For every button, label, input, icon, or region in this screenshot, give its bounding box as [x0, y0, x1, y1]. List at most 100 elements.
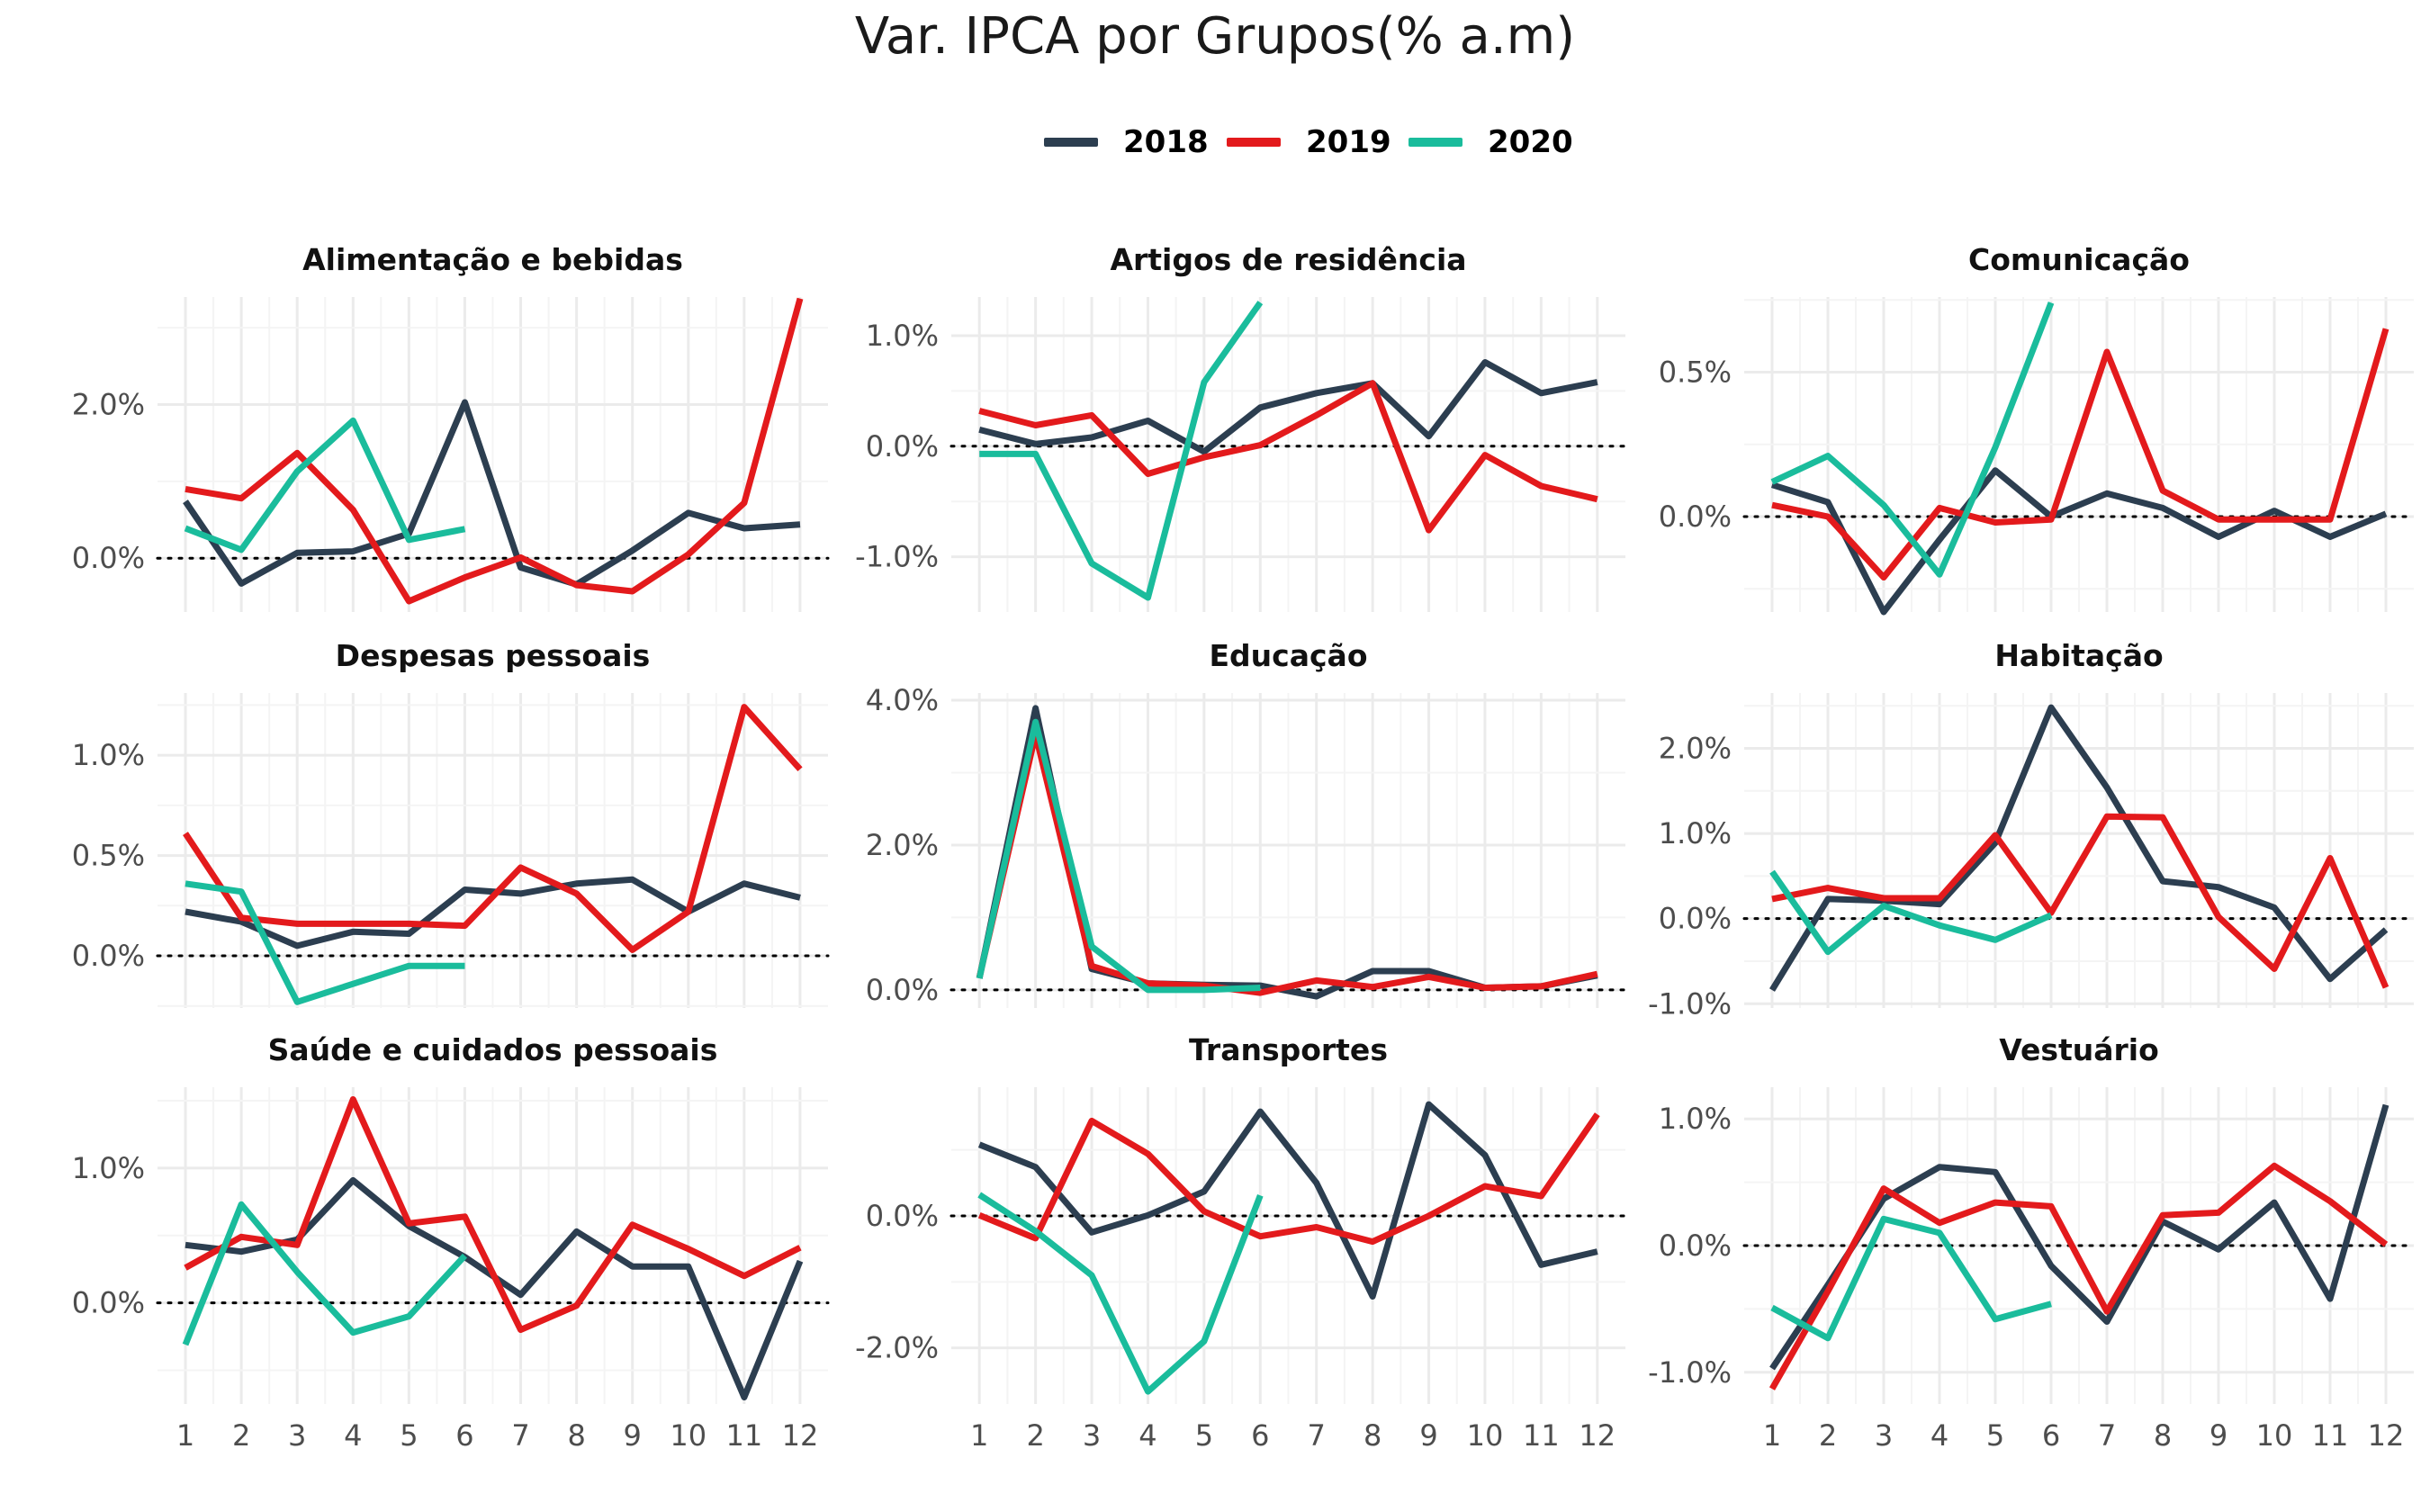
series-line-2019: [976, 731, 1598, 996]
legend-label: 2020: [1488, 124, 1573, 160]
x-tick-label: 4: [344, 1418, 362, 1453]
x-tick-label: 1: [176, 1418, 194, 1453]
x-tick-label: 2: [232, 1418, 250, 1453]
x-tick-label: 4: [1930, 1418, 1948, 1453]
series-line-2018: [978, 359, 1598, 455]
series-line-2018: [1769, 1103, 2390, 1371]
x-tick-label: 3: [288, 1418, 306, 1453]
x-tick-label: 10: [2256, 1418, 2293, 1453]
panel: Vestuário-1.0%0.0%1.0%1 2 3 4 5 6 7 8 9 10 11 12: [1648, 1032, 2416, 1453]
y-tick-label: 0.0%: [866, 973, 939, 1007]
legend-item-2019: 2019: [1227, 115, 1391, 169]
y-tick-label: 0.0%: [1659, 1228, 1732, 1263]
y-tick-label: 1.0%: [72, 1151, 145, 1185]
panel-title: Saúde e cuidados pessoais: [268, 1032, 718, 1067]
legend-item-2018: 2018: [1044, 115, 1209, 169]
series-line-2019: [1771, 813, 2390, 989]
panel-title: Artigos de residência: [1110, 242, 1466, 277]
panel: Alimentação e bebidas 0.0% 2.0%: [72, 242, 830, 612]
x-tick-label: 2: [1026, 1418, 1044, 1453]
panel: Educação 0.0% 2.0% 4.0%: [866, 638, 1627, 1008]
panel-title: Despesas pessoais: [336, 638, 651, 673]
y-tick-label: 0.0%: [866, 429, 939, 464]
y-tick-label: 1.0%: [1659, 816, 1732, 850]
panel-title: Educação: [1210, 638, 1368, 673]
legend-swatch-2018: [1044, 138, 1098, 147]
x-tick-label: 9: [624, 1418, 642, 1453]
x-tick-label: 5: [400, 1418, 418, 1453]
series-line-2020: [976, 718, 1261, 994]
y-tick-label: -2.0%: [855, 1331, 939, 1365]
series-line-2018: [1770, 467, 2388, 616]
panel: Artigos de residência -1.0% 0.0% 1.0%: [855, 242, 1627, 612]
x-tick-label: 10: [670, 1418, 706, 1453]
series-line-2018: [977, 1101, 1598, 1300]
series-line-2018: [1769, 704, 2389, 992]
y-tick-label: 1.0%: [866, 319, 939, 353]
series-line-2018: [184, 876, 801, 950]
legend-swatch-2020: [1408, 138, 1462, 147]
legend-item-2020: 2020: [1408, 115, 1573, 169]
y-tick-label: -1.0%: [1648, 1355, 1732, 1390]
x-tick-label: 12: [782, 1418, 819, 1453]
x-tick-label: 10: [1467, 1418, 1504, 1453]
series-line-2019: [1768, 1162, 2389, 1390]
series-line-2020: [184, 417, 466, 554]
legend: 2018 2019 2020: [0, 115, 2430, 169]
y-tick-label: 2.0%: [1659, 731, 1732, 765]
x-tick-label: 7: [2098, 1418, 2116, 1453]
series-line-2020: [1770, 302, 2055, 578]
panel-title: Comunicação: [1968, 242, 2190, 277]
series-line-2019: [977, 1112, 1600, 1246]
panel: Comunicação 0.0% 0.5%: [1659, 242, 2416, 616]
y-tick-label: 0.0%: [1659, 902, 1732, 936]
series-line-2020: [1769, 869, 2053, 956]
y-tick-label: 0.0%: [1659, 500, 1732, 534]
x-tick-label: 8: [2154, 1418, 2172, 1453]
x-tick-label: 1: [1763, 1418, 1781, 1453]
x-tick-label: 6: [2042, 1418, 2060, 1453]
panel: Habitação -1.0% 0.0% 1.0% 2.0%: [1648, 638, 2416, 1021]
x-tick-label: 7: [1308, 1418, 1326, 1453]
panel-title: Habitação: [1994, 638, 2163, 673]
x-tick-label: 1: [970, 1418, 988, 1453]
panel-title: Transportes: [1189, 1032, 1388, 1067]
y-tick-label: 1.0%: [72, 738, 145, 772]
chart-title: Var. IPCA por Grupos(% a.m): [854, 7, 1576, 66]
x-tick-label: 4: [1138, 1418, 1156, 1453]
series-line-2018: [183, 399, 801, 588]
y-tick-label: 0.0%: [72, 939, 145, 973]
series-line-2019: [184, 297, 804, 605]
x-tick-label: 8: [567, 1418, 585, 1453]
series-line-2020: [1770, 1215, 2052, 1342]
x-tick-label: 9: [2210, 1418, 2228, 1453]
panel: Despesas pessoais 0.0% 0.5% 1.0%: [72, 638, 830, 1008]
y-tick-label: 0.5%: [72, 839, 145, 873]
series-line-2019: [1771, 328, 2390, 580]
series-line-2019: [184, 1096, 802, 1334]
y-tick-label: 2.0%: [72, 388, 145, 422]
series-line-2020: [977, 1192, 1264, 1395]
x-tick-label: 3: [1875, 1418, 1893, 1453]
y-tick-label: 0.5%: [1659, 355, 1732, 389]
x-tick-label: 5: [1986, 1418, 2004, 1453]
y-tick-label: 0.0%: [72, 541, 145, 575]
y-tick-label: 4.0%: [866, 683, 939, 717]
x-tick-label: 9: [1419, 1418, 1437, 1453]
x-tick-label: 3: [1083, 1418, 1101, 1453]
x-tick-label: 12: [1579, 1418, 1616, 1453]
y-tick-label: 2.0%: [866, 828, 939, 862]
panel: Transportes-2.0%0.0%1 2 3 4 5 6 7 8 9 10 11 12: [855, 1032, 1627, 1453]
series-line-2020: [184, 880, 465, 1005]
x-tick-label: 6: [455, 1418, 473, 1453]
x-tick-label: 11: [726, 1418, 763, 1453]
series-line-2020: [979, 301, 1264, 601]
y-tick-label: 1.0%: [1659, 1102, 1732, 1136]
x-tick-label: 6: [1251, 1418, 1269, 1453]
y-tick-label: -1.0%: [855, 540, 939, 574]
panel-title: Vestuário: [1999, 1032, 2159, 1067]
x-tick-label: 11: [1523, 1418, 1560, 1453]
y-tick-label: 0.0%: [866, 1199, 939, 1233]
